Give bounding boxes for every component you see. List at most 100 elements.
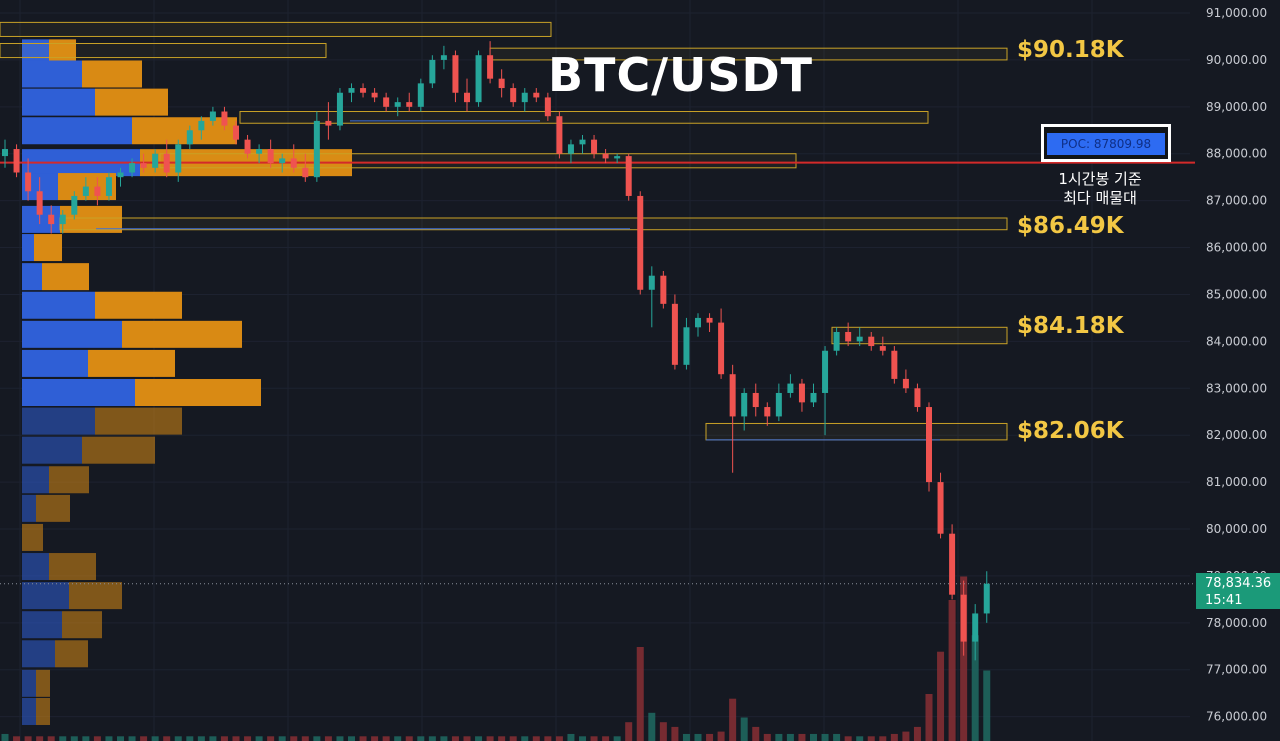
volume-profile-buy-bar [22, 407, 95, 435]
volume-bar [913, 726, 921, 741]
volume-profile-buy-bar [22, 553, 49, 581]
volume-bar [336, 736, 344, 741]
candle-body [718, 322, 725, 375]
candle-body [302, 167, 309, 178]
candle-body [36, 191, 43, 215]
candle-body [290, 158, 297, 168]
volume-bar [810, 733, 817, 741]
volume-profile-buy-bar [22, 117, 132, 145]
level-zone [705, 422, 1008, 441]
volume-bar [244, 736, 252, 741]
candle-countdown: 15:41 [1205, 593, 1243, 608]
poc-label: POC: 87809.98 [1047, 133, 1165, 155]
poc-note-line-1: 1시간봉 기준 [1058, 170, 1142, 188]
candle-body [383, 97, 390, 107]
candle-body [833, 331, 840, 351]
candle-body [487, 55, 494, 79]
volume-bar [232, 736, 240, 741]
volume-profile-sell-bar [42, 263, 89, 291]
volume-bar [833, 733, 841, 741]
volume-bar [902, 731, 910, 741]
volume-profile-sell-bar [49, 466, 89, 494]
candle-body [267, 149, 274, 164]
volume-bar [371, 736, 379, 741]
candle-body [394, 102, 401, 107]
volume-bar [13, 736, 21, 741]
volume-profile-buy-bar [22, 697, 36, 725]
volume-profile-sell-bar [95, 407, 182, 435]
volume-bar [163, 736, 171, 741]
volume-bar [579, 736, 586, 741]
volume-profile-sell-bar [36, 697, 50, 725]
volume-profile-sell-bar [36, 669, 50, 697]
candle-body [256, 149, 263, 154]
volume-bar [798, 733, 806, 741]
candle-body [475, 55, 482, 103]
candle-body [660, 275, 667, 304]
volume-bar [417, 736, 425, 741]
candle-body [937, 482, 944, 534]
candle-body [325, 120, 332, 126]
volume-profile-sell-bar [55, 640, 88, 668]
y-axis-tick-label: 80,000.00 [1206, 522, 1267, 536]
volume-bar [36, 736, 44, 741]
last-price-value: 78,834.36 [1205, 576, 1272, 591]
candle-body [71, 195, 78, 215]
y-axis-tick-label: 82,000.00 [1206, 428, 1267, 442]
candle-body [983, 583, 990, 614]
candle-body [822, 350, 829, 393]
y-axis-tick-label: 85,000.00 [1206, 287, 1267, 301]
candle-body [798, 383, 805, 403]
volume-bar [555, 736, 563, 741]
volume-bar [821, 733, 829, 741]
candle-body [972, 613, 979, 642]
y-axis-tick-label: 87,000.00 [1206, 194, 1267, 208]
volume-profile-sell-bar [82, 436, 155, 464]
level-zone [59, 217, 1008, 231]
volume-bar [93, 736, 101, 741]
volume-bar [879, 736, 887, 741]
volume-bar [544, 736, 552, 741]
volume-bar [532, 736, 540, 741]
candle-body [406, 102, 413, 107]
level-label-84180: $84.18K [1017, 313, 1124, 339]
candle-body [452, 55, 459, 93]
volume-bar [937, 651, 945, 741]
volume-bar [890, 733, 898, 741]
volume-profile-sell-bar [122, 320, 242, 348]
candle-body [360, 88, 367, 93]
volume-bar [47, 736, 55, 741]
volume-bar [856, 736, 864, 741]
level-zone [831, 326, 1008, 345]
volume-bar [186, 736, 194, 741]
volume-bar [971, 635, 979, 741]
candle-body [625, 156, 632, 196]
volume-bar [521, 736, 529, 741]
volume-bar [567, 733, 575, 741]
volume-bar [636, 647, 644, 741]
candle-body [233, 125, 239, 140]
volume-bar [197, 736, 205, 741]
candle-body [336, 92, 343, 126]
poc-badge: POC: 87809.98 [1041, 124, 1171, 162]
candle-body [752, 392, 759, 408]
volume-bar [763, 733, 771, 741]
candle-body [856, 336, 863, 342]
candle-body [602, 153, 609, 159]
candle-body [960, 594, 967, 642]
volume-bar [463, 736, 471, 741]
candle-body [521, 92, 528, 103]
y-axis-tick-label: 84,000.00 [1206, 334, 1267, 348]
volume-profile-buy-bar [22, 494, 36, 522]
volume-profile-buy-bar [22, 379, 135, 407]
candle-body [729, 374, 736, 417]
level-zone [159, 153, 797, 169]
volume-profile-sell-bar [82, 60, 142, 88]
candle-body [671, 303, 678, 365]
volume-profile-buy-bar [22, 436, 82, 464]
candle-body [221, 111, 228, 126]
volume-bar [209, 736, 217, 741]
candle-body [695, 317, 701, 328]
volume-bar [324, 736, 332, 741]
